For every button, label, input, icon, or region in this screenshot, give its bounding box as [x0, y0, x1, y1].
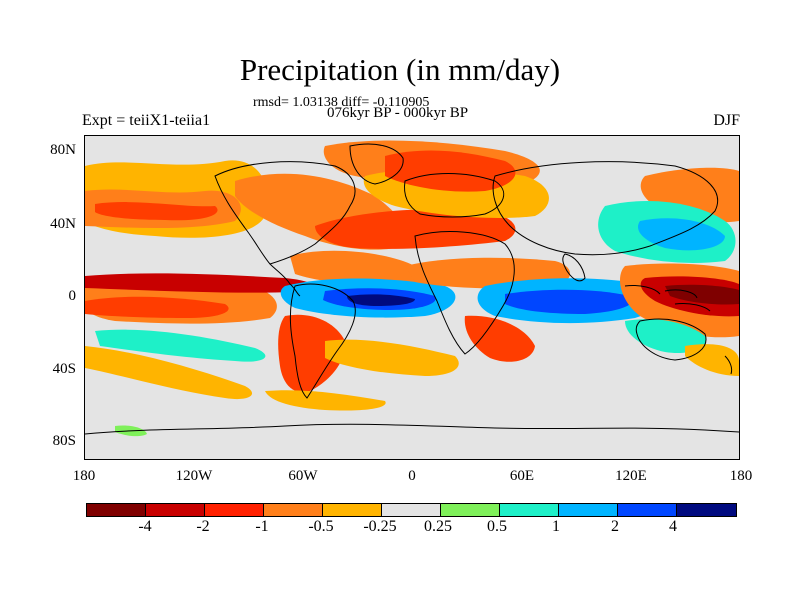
colorbar-swatch-2: [205, 504, 264, 516]
colorbar-label-minus-0-25: -0.25: [363, 518, 397, 535]
maritime-islands-coast: [624, 285, 711, 312]
colorbar-label-1: 1: [552, 518, 560, 535]
south-pacific-drying: [85, 346, 253, 400]
season-label: DJF: [713, 112, 740, 129]
tropical-pacific-drying-core: [85, 296, 229, 318]
colorbar-swatch-1: [146, 504, 205, 516]
lon-label-120e: 120E: [615, 468, 647, 484]
tropical-atlantic-drying: [290, 250, 423, 286]
coastlines: [85, 143, 739, 435]
colorbar-label-minus-0-5: -0.5: [308, 518, 334, 535]
experiment-label: Expt = teiiX1-teiia1: [82, 112, 211, 129]
colorbar-swatch-10: [677, 504, 736, 516]
chart-title: Precipitation (in mm/day): [239, 52, 561, 87]
lat-label-40n: 40N: [50, 216, 76, 232]
southern-africa-drying: [464, 315, 535, 362]
colorbar-swatch-3: [264, 504, 323, 516]
australia-drying: [685, 344, 739, 376]
lon-label-60e: 60E: [509, 468, 535, 484]
colorbar-label-minus-4: -4: [138, 518, 152, 535]
lon-label-180e: 180: [729, 468, 753, 484]
asia-coast: [492, 161, 718, 256]
colorbar-swatch-7: [500, 504, 559, 516]
colorbar-swatch-9: [618, 504, 677, 516]
scandinavia-drying: [385, 150, 516, 192]
india-coast: [562, 253, 586, 282]
south-america-coast: [289, 283, 356, 399]
colorbar-swatch-6: [441, 504, 500, 516]
lat-label-80n: 80N: [50, 142, 76, 158]
lat-label-40s: 40S: [52, 361, 76, 377]
lon-label-120w: 120W: [175, 468, 213, 484]
north-pacific-strong-core: [95, 202, 218, 221]
maritime-continent-drying-peak: [665, 284, 739, 305]
colorbar-swatch-8: [559, 504, 618, 516]
lon-label-180w: 180: [72, 468, 96, 484]
period-subtitle: 076kyr BP - 000kyr BP: [327, 105, 469, 121]
equatorial-pacific-drying: [85, 273, 314, 293]
precipitation-anomaly-map: [84, 135, 740, 460]
australia-wetting: [625, 319, 706, 354]
australia-coast: [635, 318, 707, 361]
colorbar-label-minus-2: -2: [196, 518, 210, 535]
lon-label-0: 0: [408, 468, 416, 484]
colorbar-label-2: 2: [611, 518, 619, 535]
north-america-coast: [214, 161, 356, 265]
new-zealand-coast: [724, 355, 733, 375]
south-america-drying: [278, 314, 346, 393]
colorbar-swatch-4: [323, 504, 382, 516]
atlantic-itcz-wetting-peak: [347, 294, 415, 306]
south-pacific-wetting: [95, 329, 266, 362]
colorbar-label-minus-1: -1: [255, 518, 269, 535]
colorbar-swatch-0: [87, 504, 146, 516]
lat-label-eq: 0: [68, 288, 77, 304]
southern-ocean-drying: [265, 390, 386, 411]
south-atlantic-drying: [325, 339, 459, 376]
anomaly-fields: [85, 140, 739, 437]
map-svg: [85, 140, 739, 437]
europe-coast: [404, 173, 505, 218]
greenland-coast: [349, 143, 404, 185]
africa-coast: [414, 231, 515, 355]
indian-ocean-wetting-core: [505, 289, 633, 314]
colorbar-label-4: 4: [669, 518, 677, 535]
rmsd-diff-stats: rmsd= 1.03138 diff= -0.110905: [253, 95, 430, 110]
colorbar-label-0-5: 0.5: [487, 518, 507, 535]
antarctica-coast: [85, 423, 739, 435]
north-atlantic-drying: [315, 209, 516, 249]
lon-label-60w: 60W: [288, 468, 318, 484]
colorbar-label-0-25: 0.25: [424, 518, 452, 535]
central-america-coast: [269, 263, 301, 297]
colorbar: [86, 503, 737, 517]
lat-label-80s: 80S: [52, 433, 76, 449]
colorbar-swatch-5: [382, 504, 441, 516]
